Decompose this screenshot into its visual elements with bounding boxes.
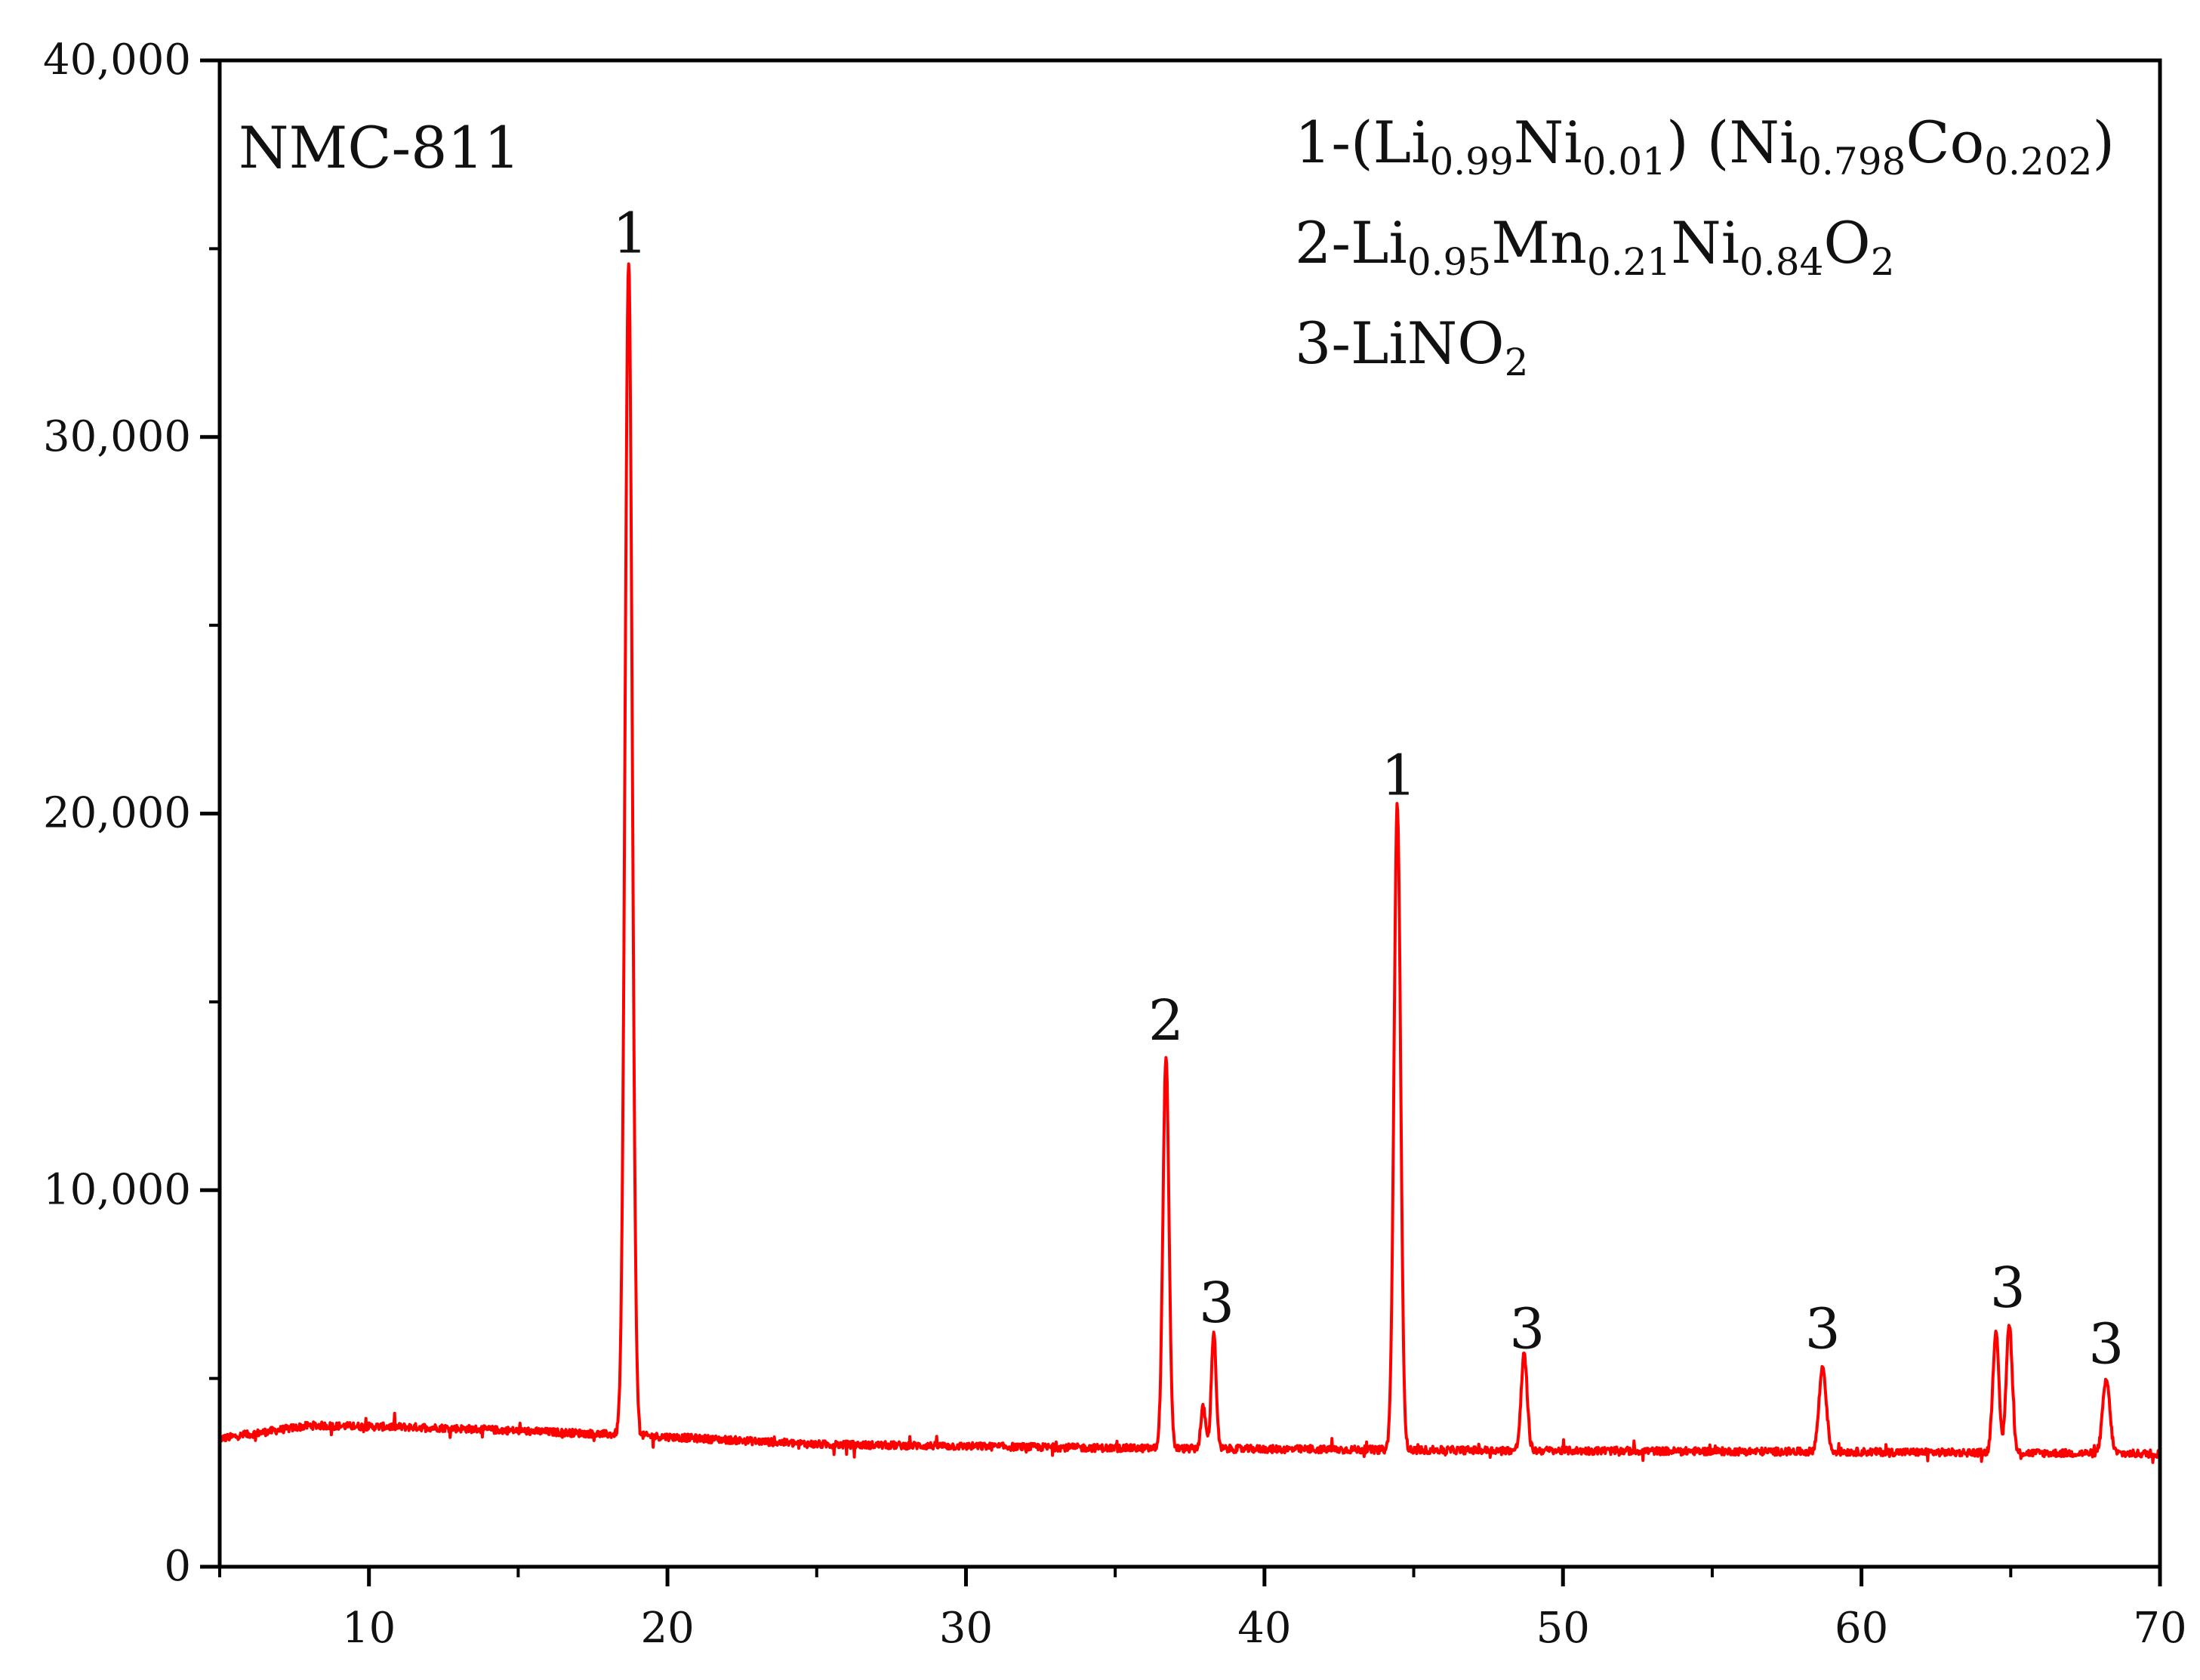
- x-tick-label: 20: [640, 1604, 694, 1653]
- x-tick-label: 70: [2133, 1604, 2186, 1653]
- peak-label: 3: [1199, 1271, 1234, 1336]
- x-tick-label: 50: [1536, 1604, 1590, 1653]
- axis-layer: 10 20 30 40 50 60 70 0 10,000 20,000 30,000 40,000: [43, 35, 2187, 1653]
- data-layer: [218, 262, 2161, 1464]
- peak-label: 3: [1805, 1297, 1841, 1362]
- peak-label: 2: [1148, 988, 1184, 1053]
- x-tick-label: 30: [939, 1604, 993, 1653]
- x-tick-label: 40: [1237, 1604, 1291, 1653]
- peak-label: 1: [612, 201, 648, 266]
- peak-label: 1: [1381, 744, 1416, 809]
- peak-label: 3: [1990, 1256, 2026, 1321]
- y-tick-label: 10,000: [43, 1165, 191, 1214]
- sample-label: NMC-811: [239, 114, 520, 181]
- peak-label: 3: [2088, 1312, 2124, 1377]
- peak-label: 3: [1509, 1297, 1545, 1362]
- x-tick-label: 60: [1835, 1604, 1888, 1653]
- legend-entry: 3-LiNO2: [1295, 310, 1528, 384]
- y-tick-label: 40,000: [43, 35, 191, 85]
- y-tick-label: 0: [164, 1542, 191, 1591]
- y-tick-label: 30,000: [43, 412, 191, 461]
- y-tick-label: 20,000: [43, 789, 191, 838]
- legend-entry: 1-(Li0.99Ni0.01) (Ni0.798Co0.202): [1295, 109, 2115, 183]
- xrd-pattern-line: [218, 262, 2161, 1464]
- legend: 1-(Li0.99Ni0.01) (Ni0.798Co0.202) 2-Li0.9…: [1295, 109, 2115, 384]
- legend-entry: 2-Li0.95Mn0.21Ni0.84O2: [1295, 209, 1895, 284]
- x-tick-label: 10: [342, 1604, 396, 1653]
